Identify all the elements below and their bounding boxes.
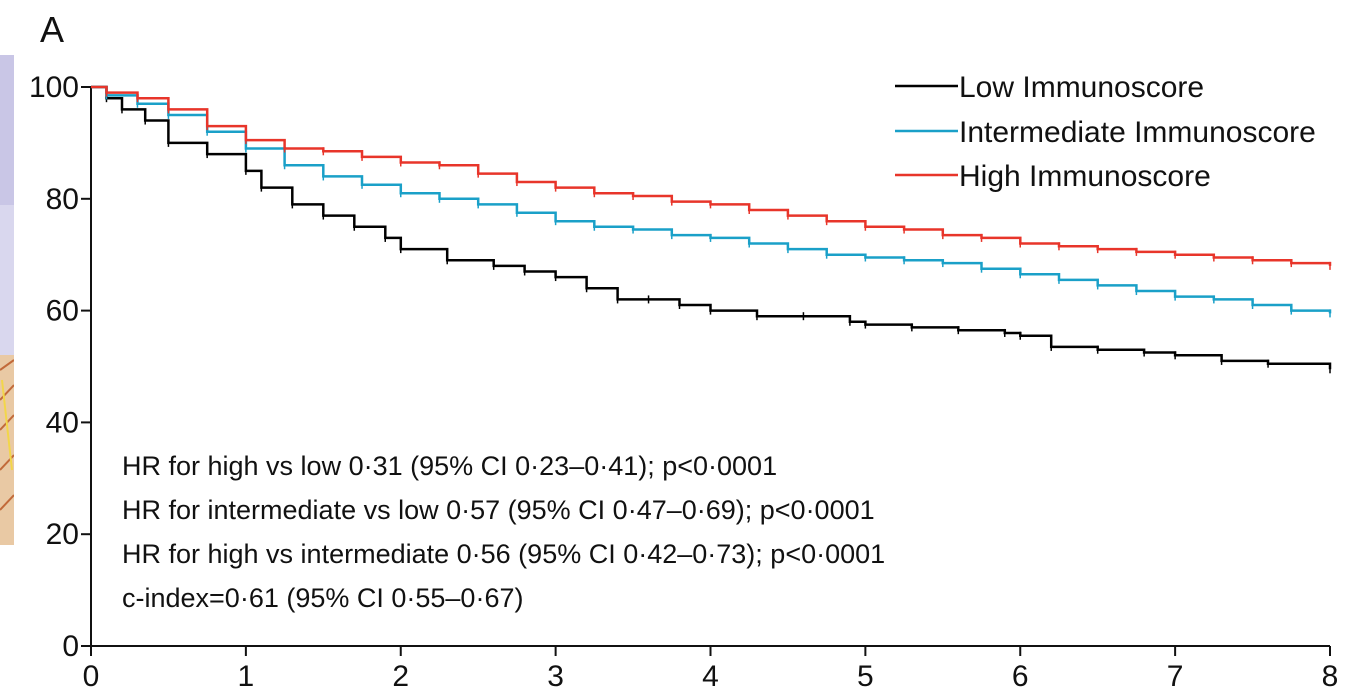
- legend-label-low: Low Immunoscore: [959, 71, 1204, 104]
- legend-item-high: High Immunoscore: [895, 160, 1211, 193]
- x-tick-label: 3: [547, 660, 564, 693]
- series-line-low-immunoscore: [91, 85, 1332, 370]
- x-ticks: 0 1 2 3 4 5 6 7 8: [83, 646, 1339, 693]
- legend-item-intermediate: Intermediate Immunoscore: [895, 116, 1316, 149]
- x-tick-label: 7: [1167, 660, 1184, 693]
- hazard-ratio-annotations: HR for high vs low 0·31 (95% CI 0·23–0·4…: [122, 451, 885, 613]
- annotation-hr-high-vs-intermediate: HR for high vs intermediate 0·56 (95% CI…: [122, 539, 885, 569]
- x-tick-label: 4: [702, 660, 719, 693]
- y-tick-label: 100: [29, 71, 79, 104]
- x-tick-label: 8: [1322, 660, 1339, 693]
- series-layer: [91, 85, 1332, 374]
- x-tick-label: 5: [857, 660, 874, 693]
- legend: Low Immunoscore Intermediate Immunoscore…: [895, 71, 1316, 193]
- annotation-c-index: c-index=0·61 (95% CI 0·55–0·67): [122, 583, 523, 613]
- panel-label: A: [40, 9, 64, 50]
- y-ticks: 0 20 40 60 80 100: [29, 71, 91, 663]
- cropped-neighbor-image: [0, 0, 14, 694]
- legend-label-high: High Immunoscore: [959, 160, 1211, 193]
- y-tick-label: 40: [46, 406, 79, 439]
- annotation-hr-intermediate-vs-low: HR for intermediate vs low 0·57 (95% CI …: [122, 495, 875, 525]
- x-tick-label: 6: [1012, 660, 1029, 693]
- y-tick-label: 20: [46, 518, 79, 551]
- y-tick-label: 80: [46, 183, 79, 216]
- x-tick-label: 1: [238, 660, 255, 693]
- y-tick-label: 60: [46, 295, 79, 328]
- annotation-hr-high-vs-low: HR for high vs low 0·31 (95% CI 0·23–0·4…: [122, 451, 777, 481]
- legend-label-intermediate: Intermediate Immunoscore: [959, 116, 1316, 149]
- y-tick-label: 0: [62, 630, 79, 663]
- x-tick-label: 0: [83, 660, 100, 693]
- legend-item-low: Low Immunoscore: [895, 71, 1204, 104]
- x-tick-label: 2: [392, 660, 409, 693]
